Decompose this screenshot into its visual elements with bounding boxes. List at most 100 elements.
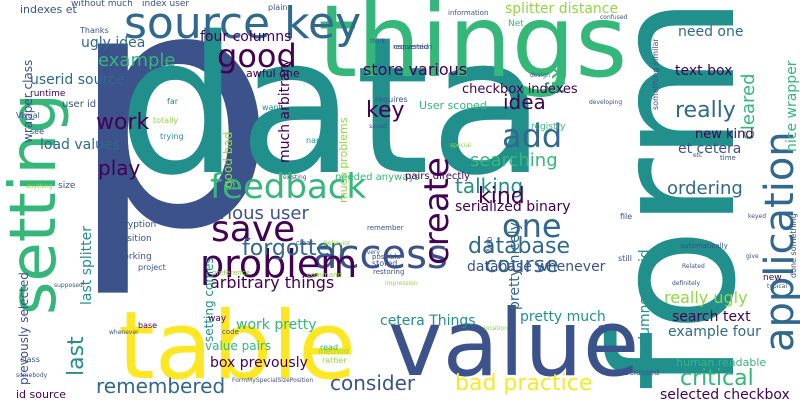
- cloud-word: requires: [375, 95, 408, 104]
- cloud-word: talking: [455, 174, 524, 198]
- cloud-word: table: [118, 292, 357, 400]
- cloud-word: indexes et: [20, 3, 77, 16]
- cloud-word: load values: [40, 137, 120, 153]
- cloud-word: splitter distance: [505, 1, 619, 17]
- cloud-word: code: [222, 328, 239, 336]
- cloud-word: work: [96, 110, 150, 135]
- cloud-word: access: [313, 232, 448, 278]
- cloud-word: userid source: [30, 72, 125, 88]
- cloud-word: ugly idea: [81, 35, 146, 51]
- cloud-word: name: [306, 136, 329, 145]
- cloud-word: conversion: [394, 43, 433, 51]
- cloud-word: without much: [71, 0, 133, 9]
- cloud-word: example four: [668, 324, 761, 340]
- cloud-word: encryption: [108, 220, 157, 230]
- cloud-word: preference: [212, 269, 250, 277]
- cloud-word: arbitrary things: [210, 273, 335, 292]
- cloud-word: want: [262, 103, 282, 112]
- cloud-word: course: [485, 253, 559, 278]
- cloud-word: location: [484, 325, 508, 332]
- cloud-word: value: [388, 290, 640, 397]
- cloud-word: critical: [680, 366, 754, 391]
- cloud-word: forgotten: [242, 236, 345, 261]
- cloud-word: save: [211, 209, 296, 250]
- cloud-word: project: [138, 263, 166, 272]
- cloud-word: kind: [478, 184, 525, 209]
- cloud-word: User scoped: [419, 99, 487, 112]
- cloud-word: trying: [160, 132, 184, 141]
- cloud-word: remember: [367, 224, 404, 232]
- cloud-word: see: [30, 127, 45, 136]
- cloud-word: p: [68, 0, 278, 302]
- cloud-word: key: [366, 98, 405, 123]
- cloud-word: work pretty: [236, 317, 317, 333]
- cloud-word: user id: [62, 99, 97, 110]
- cloud-word: text box: [675, 63, 733, 79]
- cloud-word: anything: [26, 183, 53, 190]
- cloud-word: new: [763, 273, 782, 283]
- cloud-word: last splitter: [79, 225, 95, 305]
- cloud-word: prevously selected: [17, 272, 31, 385]
- cloud-word: serialized binary: [455, 199, 571, 215]
- cloud-word: way: [208, 314, 227, 324]
- cloud-word: time: [720, 154, 736, 162]
- cloud-word: bad practice: [455, 371, 593, 396]
- cloud-word: behavior: [324, 240, 351, 247]
- cloud-word: rather: [322, 356, 347, 365]
- cloud-word: etc: [693, 152, 703, 159]
- cloud-word: things: [318, 0, 628, 100]
- cloud-word: human readable: [676, 356, 767, 369]
- cloud-word: clear: [296, 239, 314, 247]
- cloud-word: database whenever: [467, 259, 606, 275]
- cloud-word: new kind: [695, 127, 754, 142]
- cloud-word: play: [98, 156, 141, 180]
- cloud-word: registry: [531, 122, 566, 132]
- cloud-word: remembered: [96, 374, 226, 398]
- cloud-word: method: [318, 347, 349, 356]
- cloud-word: database: [468, 234, 570, 259]
- cloud-word: needed anyways: [335, 172, 420, 183]
- cloud-word: saved: [369, 123, 387, 130]
- cloud-word: design: [530, 72, 550, 79]
- cloud-word: four columns: [200, 29, 292, 45]
- cloud-word: class: [20, 355, 40, 364]
- cloud-word: Related: [682, 263, 705, 270]
- cloud-word: consider: [330, 371, 416, 395]
- cloud-word: really: [675, 98, 736, 123]
- cloud-word: columns userid: [637, 249, 653, 356]
- cloud-word: need one: [678, 24, 744, 40]
- cloud-word: much problems: [337, 117, 350, 203]
- cloud-word: Thanks: [80, 26, 109, 35]
- cloud-word: good bad: [221, 131, 235, 188]
- cloud-word: every: [363, 249, 380, 256]
- cloud-word: problem: [200, 242, 358, 286]
- cloud-word: requested: [393, 43, 429, 51]
- cloud-word: Net: [508, 19, 524, 29]
- cloud-word: position: [116, 234, 152, 244]
- cloud-word: file: [620, 212, 633, 221]
- cloud-word: supposed: [54, 282, 83, 289]
- cloud-word: possible: [372, 253, 401, 261]
- cloud-word: add: [502, 117, 563, 155]
- cloud-word: store various: [363, 60, 468, 79]
- cloud-word: think: [370, 38, 386, 45]
- cloud-word: read: [320, 343, 339, 352]
- cloud-word: good: [217, 37, 297, 75]
- cloud-word: plain: [268, 3, 288, 12]
- cloud-word: really ugly: [664, 288, 748, 307]
- cloud-word: base: [138, 321, 158, 330]
- cloud-word: typical: [767, 283, 788, 290]
- cloud-word: runtime: [30, 89, 66, 99]
- cloud-word: special: [450, 142, 471, 149]
- cloud-word: size: [58, 181, 76, 191]
- cloud-word: value pairs: [205, 339, 272, 353]
- cloud-word: Visual: [16, 111, 40, 120]
- cloud-word: somebody: [16, 372, 48, 379]
- cloud-word: restoring: [373, 268, 405, 276]
- cloud-word: subclassed: [615, 368, 660, 377]
- cloud-word: give: [746, 253, 759, 260]
- cloud-word: developing: [589, 99, 623, 106]
- cloud-word: far: [167, 97, 179, 106]
- cloud-word: done something: [789, 213, 798, 278]
- cloud-word: still: [618, 254, 632, 263]
